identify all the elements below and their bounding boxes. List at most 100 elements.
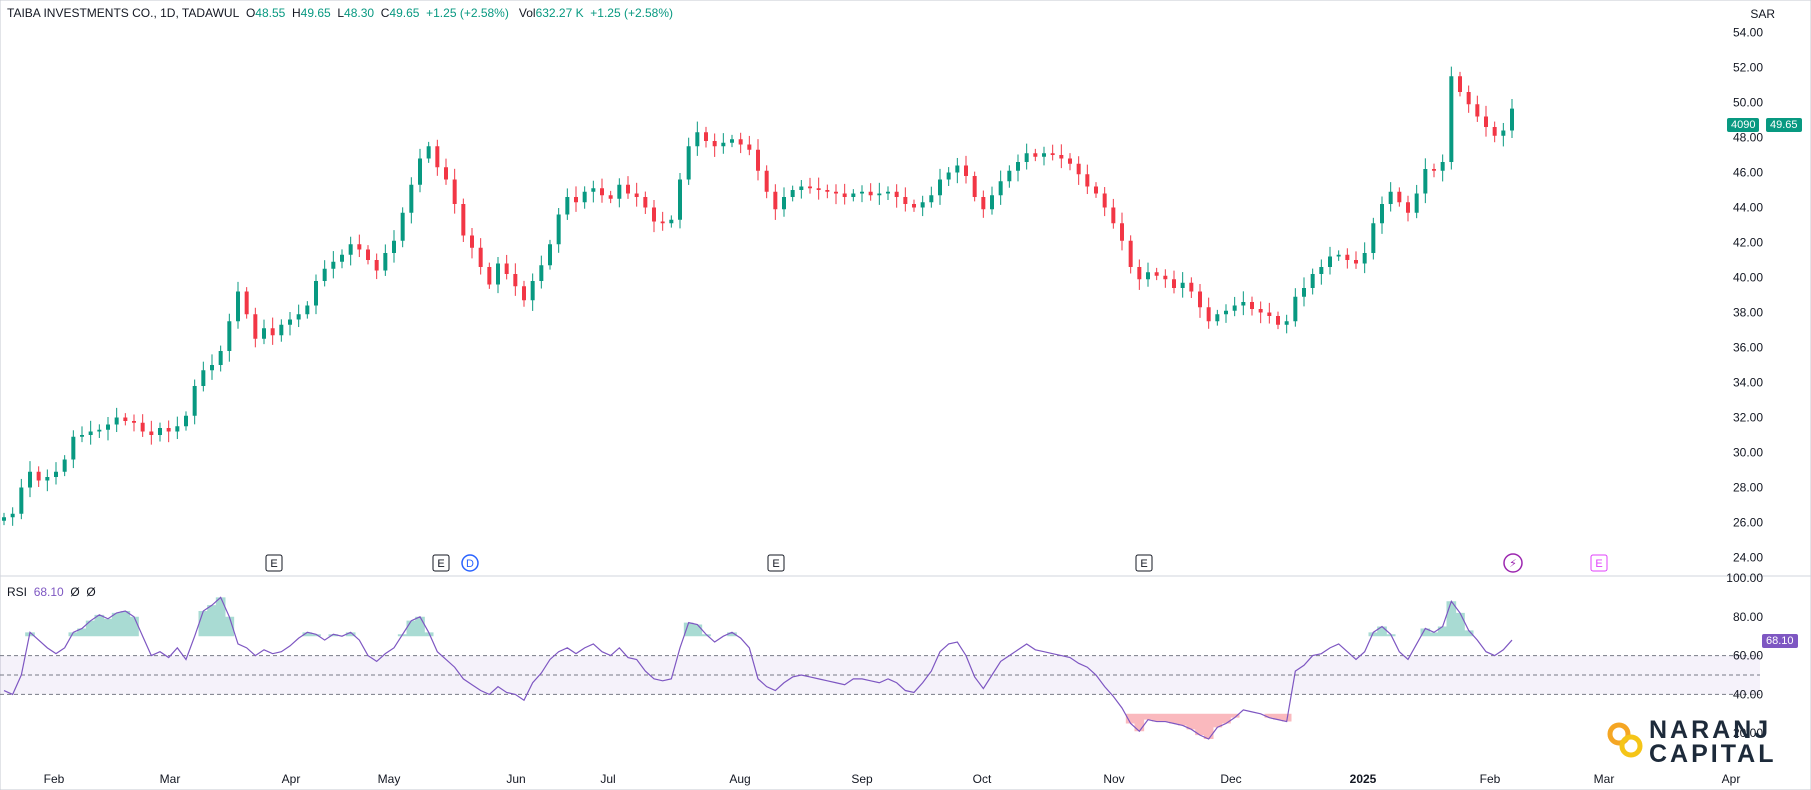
candle-body	[192, 386, 197, 416]
rsi-value-tag: 68.10	[1762, 634, 1798, 648]
candle-body	[764, 170, 769, 192]
candle	[912, 199, 916, 212]
event-marker[interactable]: E	[767, 554, 785, 572]
candle	[1146, 262, 1150, 287]
price-tick-label: 24.00	[1733, 551, 1763, 565]
candle-body	[305, 305, 310, 315]
event-marker[interactable]: D	[461, 554, 479, 572]
candle-body	[1094, 186, 1098, 194]
event-markers[interactable]: E E D E E ⚡ E	[265, 553, 1608, 573]
candle-body	[756, 149, 760, 171]
candle	[106, 416, 110, 441]
candle	[955, 157, 960, 184]
open-label: O	[245, 6, 256, 20]
candle-body	[1354, 260, 1358, 264]
price-tick-label: 54.00	[1733, 26, 1763, 40]
candle-body	[894, 191, 899, 197]
candle	[1102, 187, 1107, 217]
event-marker[interactable]: E	[265, 554, 283, 572]
candle-body	[288, 319, 292, 325]
candle-body	[1180, 282, 1185, 288]
candle	[322, 260, 327, 287]
candle-body	[513, 274, 518, 287]
candle	[1050, 144, 1055, 161]
candle-body	[964, 165, 968, 176]
candle-body	[1111, 207, 1116, 224]
candle-body	[1206, 307, 1211, 322]
candle	[1224, 304, 1228, 323]
rsi-band-area	[0, 655, 1760, 695]
currency-label[interactable]: SAR	[1750, 7, 1775, 21]
candle-body	[348, 244, 353, 255]
rsi-tick-label: 80.00	[1733, 610, 1763, 624]
candle-body	[591, 188, 596, 192]
candle-body	[1042, 153, 1046, 157]
candle-body	[1336, 254, 1341, 257]
candle	[1406, 195, 1410, 222]
event-marker[interactable]: E	[432, 554, 450, 572]
price-axis[interactable]: 24.00 26.00 28.00 30.00 32.00 34.00 36.00 38.00…	[1733, 26, 1763, 565]
candle-body	[712, 141, 717, 147]
candle	[981, 190, 986, 218]
close-label: C	[380, 6, 390, 20]
candle-body	[530, 281, 535, 301]
candle-body	[1276, 316, 1280, 325]
rsi-label[interactable]: RSI	[7, 585, 28, 599]
candle-body	[669, 219, 674, 224]
candle	[444, 158, 448, 185]
event-marker[interactable]: ⚡	[1503, 553, 1523, 573]
candle	[97, 424, 102, 438]
candle	[556, 208, 561, 253]
candle	[123, 413, 128, 426]
candle	[1362, 242, 1367, 274]
candle-body	[1007, 170, 1012, 182]
candle	[1258, 301, 1263, 324]
event-marker[interactable]: E	[1135, 554, 1153, 572]
price-tick-label: 28.00	[1733, 481, 1763, 495]
candle-body	[1172, 279, 1176, 288]
candle	[1484, 105, 1488, 137]
candle	[10, 507, 15, 526]
candle-body	[461, 204, 466, 236]
candle	[1016, 154, 1020, 182]
time-axis[interactable]: Feb Mar Apr May Jun Jul Aug Sep Oct Nov Dec 2025 Feb…	[44, 772, 1741, 786]
candle-body	[1328, 256, 1332, 267]
price-tag-left: 4090	[1727, 118, 1760, 132]
candle-body	[1146, 272, 1150, 280]
candle	[808, 177, 812, 194]
candle	[1336, 250, 1341, 261]
candle	[1111, 198, 1116, 229]
candle-body	[1345, 254, 1350, 260]
rsi-line	[3, 596, 1513, 740]
candle	[132, 414, 136, 432]
candle-body	[1388, 191, 1393, 204]
candle	[972, 171, 977, 202]
candle-body	[868, 191, 873, 196]
candle-body	[1102, 193, 1107, 208]
time-tick-label: May	[378, 772, 401, 786]
candle-body	[1050, 153, 1055, 155]
candle	[652, 199, 656, 233]
candle-body	[1232, 305, 1237, 311]
time-tick-label: Nov	[1103, 772, 1124, 786]
candle-body	[392, 240, 396, 253]
symbol-title[interactable]: TAIBA INVESTMENTS CO., 1D, TADAWUL	[7, 6, 240, 20]
rsi-axis[interactable]: 20.00 40.00 60.00 80.00 100.00	[1726, 571, 1763, 740]
candle	[1163, 269, 1168, 288]
candle-body	[825, 190, 830, 192]
candle	[834, 184, 838, 205]
candle-body	[1362, 253, 1367, 264]
event-label: E	[1595, 558, 1602, 570]
event-marker[interactable]: E	[1590, 554, 1608, 572]
candle-body	[990, 195, 994, 210]
candle-body	[244, 291, 249, 315]
candle-body	[504, 263, 509, 274]
candle	[366, 245, 370, 265]
candle-body	[418, 158, 422, 185]
candle-body	[1458, 76, 1462, 92]
candle-body	[88, 431, 93, 435]
candle-body	[314, 281, 318, 306]
candle	[929, 186, 934, 208]
candle	[227, 313, 232, 362]
